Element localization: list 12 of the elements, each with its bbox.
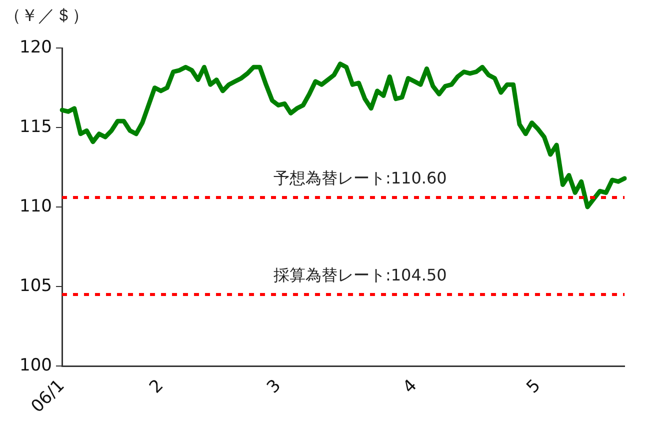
y-tick-label: 100	[20, 355, 52, 376]
x-tick-label: 2	[146, 376, 168, 398]
y-tick-label: 120	[20, 37, 52, 58]
x-tick-label: 5	[522, 376, 545, 398]
x-tick-label: 4	[399, 376, 422, 398]
y-tick-label: 110	[20, 196, 52, 216]
ref-line-label: 予想為替レート:110.60	[273, 168, 447, 188]
y-tick-label: 105	[20, 276, 52, 296]
y-tick-label: 115	[20, 116, 52, 137]
y-axis-title: （￥／＄）	[4, 6, 89, 26]
x-tick-label: 3	[263, 376, 286, 398]
ref-line-label: 採算為替レート:104.50	[273, 266, 447, 285]
